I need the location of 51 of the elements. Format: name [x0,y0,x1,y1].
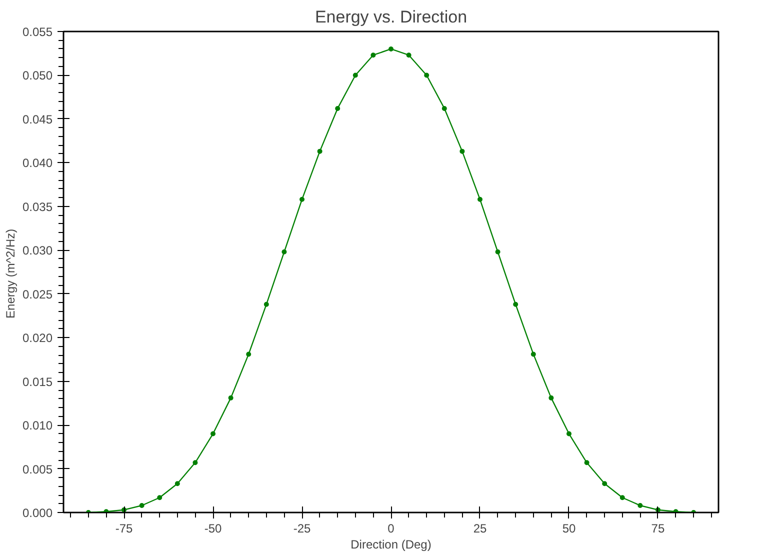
y-tick-label: 0.055 [22,25,53,39]
y-tick-label: 0.040 [22,156,53,170]
y-tick-label: 0.035 [22,200,53,214]
point [602,481,608,486]
x-tick-label: -75 [115,522,134,536]
x-axis-title: Direction (Deg) [350,538,432,552]
point [424,72,430,78]
x-tick-label: 50 [562,522,576,536]
y-tick-label: 0.030 [22,244,53,258]
y-axis-title: Energy (m^2/Hz) [3,228,18,318]
x-tick-label: 0 [388,522,395,536]
point [513,302,518,307]
point [388,46,394,52]
y-tick-label: 0.050 [22,68,53,83]
point [370,52,376,58]
y-tick-label: 0.005 [22,462,53,476]
point [317,148,322,154]
x-tick-label: -25 [293,522,312,536]
point [228,395,234,400]
point [460,148,465,154]
x-tick-label: 25 [473,522,487,536]
point [335,106,340,111]
chart-title: Energy vs. Direction [314,8,468,26]
point [210,431,216,436]
point [246,352,252,357]
y-tick-label: 0.045 [22,112,53,126]
point [530,352,536,357]
y-tick-label: 0.025 [22,287,53,302]
y-tick-label: 0.020 [22,331,53,346]
point [139,503,144,508]
point [352,72,358,78]
x-tick-label: -50 [204,522,222,536]
y-tick-label: 0.010 [22,418,53,433]
point [282,249,287,254]
point [566,431,572,436]
point [548,395,554,400]
point [495,249,500,254]
y-tick-label: 0.015 [22,374,53,389]
point [157,495,162,500]
point [620,495,625,500]
point [174,481,180,486]
point [638,503,643,508]
point [477,196,482,202]
point [584,460,590,466]
point [406,52,412,58]
point [192,460,198,466]
point [264,302,269,307]
x-tick-label: 75 [651,522,665,536]
y-tick-label: 0.000 [22,506,53,520]
point [442,106,447,111]
point [300,196,305,202]
